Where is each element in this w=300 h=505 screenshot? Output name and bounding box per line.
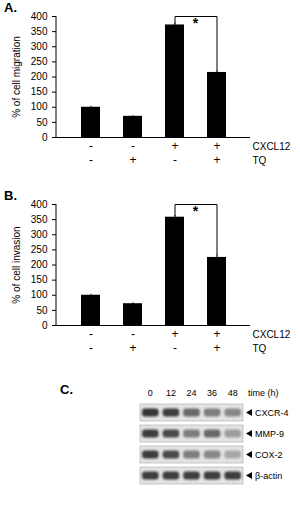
svg-text:-: - <box>173 153 177 167</box>
svg-text:200: 200 <box>31 71 48 82</box>
svg-text:CXCL12: CXCL12 <box>253 329 291 340</box>
svg-text:50: 50 <box>36 305 48 316</box>
svg-text:+: + <box>129 153 136 167</box>
svg-text:350: 350 <box>31 214 48 225</box>
svg-text:-: - <box>89 153 93 167</box>
svg-text:50: 50 <box>36 117 48 128</box>
svg-text:100: 100 <box>31 101 48 112</box>
svg-text:+: + <box>171 139 178 153</box>
svg-text:300: 300 <box>31 41 48 52</box>
svg-text:time (h): time (h) <box>248 388 279 398</box>
svg-text:+: + <box>213 153 220 167</box>
svg-text:MMP-9: MMP-9 <box>255 429 284 439</box>
svg-text:β-actin: β-actin <box>255 471 282 481</box>
svg-text:% of cell invasion: % of cell invasion <box>11 226 22 303</box>
html-text:B.: B. <box>4 188 17 203</box>
svg-text:350: 350 <box>31 26 48 37</box>
svg-text:0: 0 <box>148 388 153 398</box>
svg-text:% of cell migration: % of cell migration <box>11 36 22 118</box>
svg-text:24: 24 <box>186 388 196 398</box>
svg-text:CXCR-4: CXCR-4 <box>255 408 289 418</box>
svg-text:250: 250 <box>31 56 48 67</box>
svg-text:150: 150 <box>31 86 48 97</box>
svg-text:400: 400 <box>31 199 48 210</box>
svg-text:-: - <box>131 327 135 341</box>
svg-text:*: * <box>193 203 199 219</box>
svg-text:+: + <box>213 327 220 341</box>
svg-text:+: + <box>129 341 136 355</box>
svg-text:+: + <box>213 341 220 355</box>
svg-text:C.: C. <box>60 382 73 397</box>
html-text:A.: A. <box>4 0 17 15</box>
svg-text:*: * <box>193 15 199 31</box>
svg-text:CXCL12: CXCL12 <box>253 141 291 152</box>
svg-text:-: - <box>89 139 93 153</box>
svg-text:-: - <box>131 139 135 153</box>
svg-text:-: - <box>89 327 93 341</box>
svg-text:0: 0 <box>42 320 48 331</box>
svg-text:TQ: TQ <box>253 155 267 166</box>
svg-text:36: 36 <box>207 388 217 398</box>
svg-text:+: + <box>171 327 178 341</box>
svg-text:200: 200 <box>31 259 48 270</box>
svg-text:100: 100 <box>31 289 48 300</box>
svg-text:300: 300 <box>31 229 48 240</box>
svg-text:-: - <box>89 341 93 355</box>
svg-text:250: 250 <box>31 244 48 255</box>
svg-text:0: 0 <box>42 132 48 143</box>
svg-text:TQ: TQ <box>253 343 267 354</box>
svg-text:400: 400 <box>31 11 48 22</box>
svg-text:-: - <box>173 341 177 355</box>
svg-text:COX-2: COX-2 <box>255 450 283 460</box>
svg-text:48: 48 <box>228 388 238 398</box>
svg-text:12: 12 <box>166 388 176 398</box>
svg-text:+: + <box>213 139 220 153</box>
svg-text:150: 150 <box>31 274 48 285</box>
